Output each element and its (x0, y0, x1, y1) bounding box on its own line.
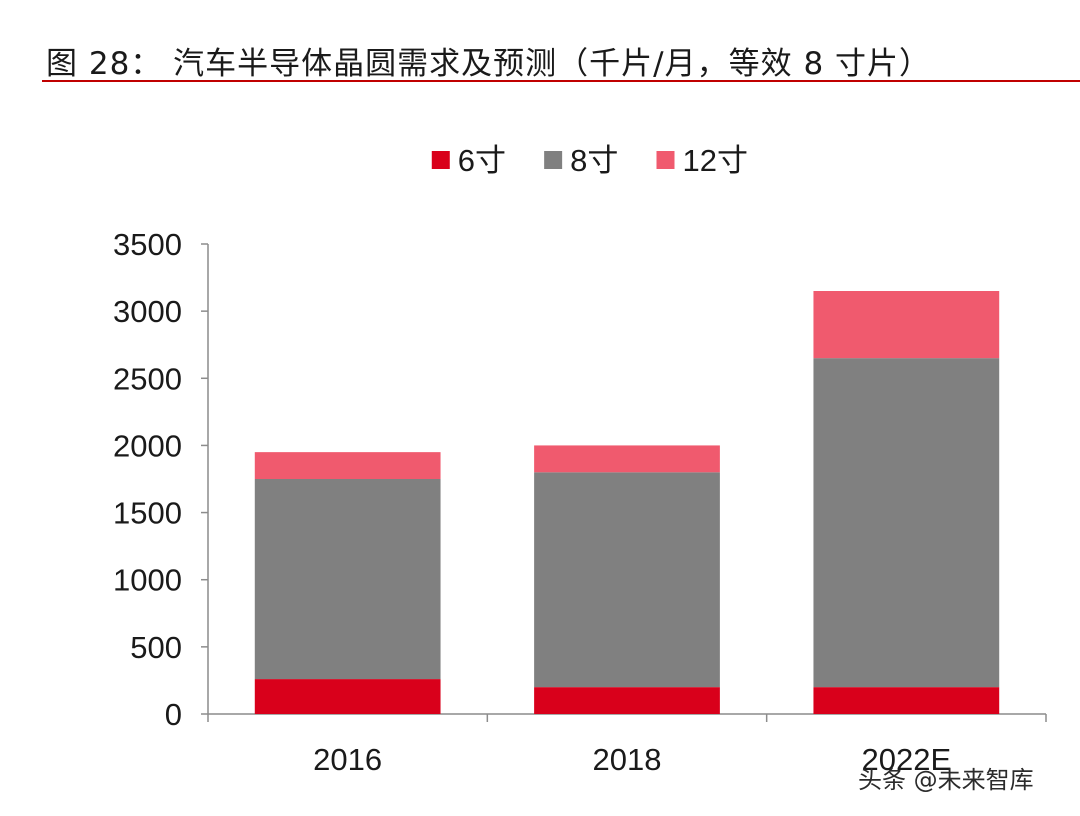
y-tick-label: 500 (130, 630, 182, 665)
legend-label: 8寸 (570, 143, 618, 178)
bar-segment (813, 687, 1000, 714)
legend-swatch (544, 151, 563, 169)
bar-segment (254, 679, 441, 714)
legend-label: 12寸 (683, 143, 748, 178)
y-tick-label: 2500 (113, 361, 182, 396)
x-tick-label: 2018 (593, 742, 662, 777)
bar-segment (534, 472, 720, 688)
y-tick-label: 1000 (113, 563, 182, 598)
y-tick-label: 3000 (113, 294, 182, 329)
bar-segment (254, 452, 441, 479)
watermark-text: 头条 @未来智库 (858, 766, 1034, 794)
bar-segment (534, 445, 720, 473)
y-axis: 0 500 1000 1500 2000 2500 3000 3500 (113, 227, 209, 732)
y-tick-label: 0 (165, 697, 182, 732)
bar-segment (813, 358, 1000, 688)
legend-item: 12寸 (656, 143, 748, 178)
bar-segment (813, 291, 1000, 359)
figure-title: 图 28： 汽车半导体晶圆需求及预测（千片/月，等效 8 寸片） (46, 46, 932, 82)
legend-swatch (431, 151, 450, 169)
x-tick-label: 2016 (313, 742, 382, 777)
y-tick-label: 2000 (113, 428, 182, 463)
title-divider (42, 80, 1080, 82)
chart-legend: 6寸 8寸 12寸 (431, 143, 748, 178)
legend-label: 6寸 (458, 143, 506, 178)
bars (254, 291, 1000, 714)
legend-swatch (656, 151, 675, 169)
legend-item: 6寸 (431, 143, 506, 178)
y-tick-label: 1500 (113, 496, 182, 531)
bar-segment (254, 479, 441, 680)
x-tick-label: 2022E (862, 742, 952, 777)
legend-item: 8寸 (544, 143, 618, 178)
bar-segment (534, 687, 720, 714)
y-tick-label: 3500 (113, 227, 182, 262)
